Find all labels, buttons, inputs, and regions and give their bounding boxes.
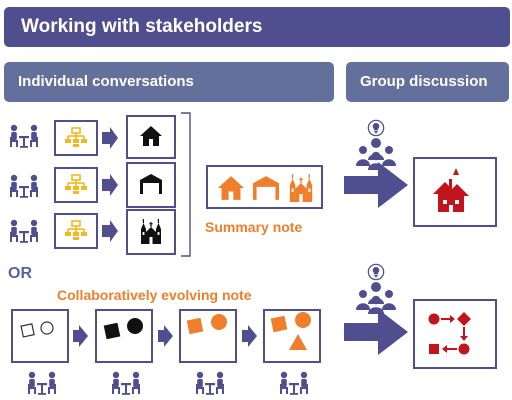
small-arrow: [242, 325, 257, 347]
small-arrow: [158, 325, 173, 347]
small-arrow: [73, 325, 88, 347]
conversation-row-2: [10, 162, 176, 208]
square-outline: [20, 323, 35, 338]
two-people-at-table-icon: [10, 219, 38, 243]
group-people-icon: [356, 282, 396, 314]
group-result-box-bottom: [413, 299, 497, 369]
individual-conversations-label: Individual conversations: [18, 73, 194, 90]
individual-conversations-header: Individual conversations: [4, 62, 334, 102]
two-people-at-table-icon: [10, 124, 38, 148]
big-arrow-bottom: [344, 309, 408, 355]
collab-step-2: [95, 309, 153, 395]
collab-box: [11, 309, 69, 363]
small-arrow: [102, 220, 118, 242]
collab-box: [179, 309, 237, 363]
collab-box: [95, 309, 153, 363]
circle-filled: [127, 318, 143, 334]
process-diagram-icon: [428, 312, 471, 355]
triangle-orange: [289, 334, 307, 350]
group-discussion-header: Group discussion: [346, 62, 509, 102]
two-people-at-table-icon: [28, 371, 56, 395]
or-label: OR: [8, 265, 32, 282]
circle-orange: [211, 314, 227, 330]
collaborative-note-label: Collaboratively evolving note: [57, 287, 252, 303]
summary-note-label: Summary note: [205, 219, 303, 235]
group-discussion-label: Group discussion: [360, 73, 488, 90]
collab-step-3: [179, 309, 237, 395]
conversation-row-3: [10, 209, 176, 255]
collab-step-1: [11, 309, 69, 395]
big-arrow-top: [344, 162, 408, 208]
square-filled: [103, 322, 121, 340]
square-orange: [270, 315, 288, 333]
square-orange: [186, 317, 204, 335]
two-people-at-table-icon: [10, 174, 38, 198]
small-arrow: [102, 174, 118, 196]
grouping-bracket: [181, 112, 191, 257]
circle-orange: [295, 312, 311, 328]
two-people-at-table-icon: [280, 371, 308, 395]
small-arrow: [102, 127, 118, 149]
collab-step-4: [263, 309, 321, 395]
lightbulb-icon: [367, 119, 385, 137]
title-banner: Working with stakeholders: [4, 7, 510, 47]
church-icon: [141, 219, 161, 244]
page-title: Working with stakeholders: [21, 16, 263, 37]
group-people-icon: [356, 138, 396, 170]
two-people-at-table-icon: [196, 371, 224, 395]
collab-box: [263, 309, 321, 363]
lightbulb-icon: [367, 263, 385, 281]
two-people-at-table-icon: [112, 371, 140, 395]
haunted-house-icon: [433, 168, 469, 212]
conversation-row-1: [10, 115, 176, 159]
circle-outline: [40, 321, 54, 335]
